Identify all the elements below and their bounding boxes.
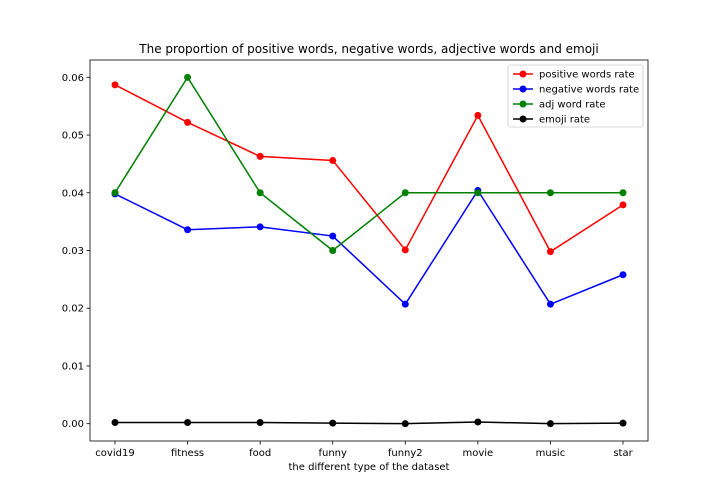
series-line <box>115 421 624 425</box>
legend: positive words rate negative words rate ad… <box>507 64 644 128</box>
series-line <box>114 75 623 252</box>
x-tick-label: funny <box>318 448 347 459</box>
data-point <box>546 189 554 197</box>
y-tick-label: 0.03 <box>62 246 84 257</box>
legend-marker <box>519 70 527 78</box>
plot-marks <box>111 73 627 428</box>
legend-label: positive words rate <box>539 70 635 81</box>
legend-marker <box>519 100 527 108</box>
series-line <box>114 189 624 306</box>
data-point <box>546 300 554 308</box>
data-point <box>619 419 627 427</box>
data-point <box>256 189 264 197</box>
data-point <box>111 81 119 89</box>
data-point <box>184 118 192 126</box>
legend-marker <box>519 115 527 123</box>
data-point <box>619 271 627 279</box>
y-tick-label: 0.01 <box>62 361 84 372</box>
legend-label: emoji rate <box>539 115 590 126</box>
data-point <box>329 156 337 164</box>
data-point <box>111 419 119 427</box>
chart-title: The proportion of positive words, negati… <box>138 42 598 56</box>
x-tick-label: music <box>536 448 566 459</box>
y-tick-label: 0.00 <box>62 419 84 430</box>
data-point <box>111 189 119 197</box>
x-tick-label: covid19 <box>95 448 134 459</box>
data-point <box>474 111 482 119</box>
x-tick-label: fitness <box>171 448 204 459</box>
x-tick-label: food <box>249 448 271 459</box>
data-point <box>256 223 264 231</box>
data-point <box>401 420 409 428</box>
data-point <box>256 152 264 160</box>
data-point <box>329 247 337 254</box>
data-point <box>256 419 264 427</box>
legend-label: negative words rate <box>539 85 639 96</box>
data-point <box>619 201 627 209</box>
y-tick-label: 0.06 <box>62 73 84 84</box>
legend-box <box>507 64 644 128</box>
axis-ticks: covid19 fitness food funny funny2 movie music s… <box>62 73 634 459</box>
data-point <box>401 300 409 308</box>
data-point <box>401 246 409 254</box>
data-point <box>546 248 554 256</box>
data-point <box>184 226 192 234</box>
y-tick-label: 0.02 <box>62 304 84 315</box>
x-axis-title: the different type of the dataset <box>289 462 450 473</box>
legend-label: adj word rate <box>539 100 606 111</box>
series-line <box>114 84 624 253</box>
data-point <box>329 419 337 427</box>
data-point <box>401 189 409 197</box>
data-point <box>474 418 482 426</box>
x-tick-label: movie <box>462 448 493 459</box>
data-point <box>619 189 627 197</box>
legend-marker <box>519 85 527 93</box>
x-tick-label: funny2 <box>388 448 423 459</box>
data-point <box>184 419 192 427</box>
data-point <box>546 420 554 428</box>
y-tick-label: 0.05 <box>62 131 84 142</box>
y-tick-label: 0.04 <box>62 188 84 199</box>
x-tick-label: star <box>613 448 633 459</box>
data-point <box>474 189 482 197</box>
data-point <box>184 73 192 81</box>
data-point <box>329 232 337 240</box>
